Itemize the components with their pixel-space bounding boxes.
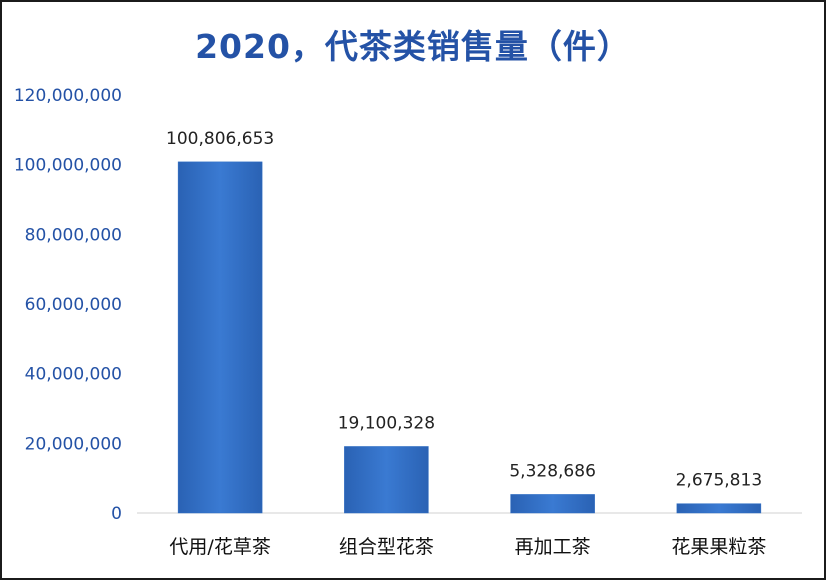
y-tick-label: 100,000,000 [14,156,122,176]
y-tick-label: 40,000,000 [25,365,122,385]
bar [510,494,595,514]
y-tick-label: 0 [111,504,122,524]
y-tick-label: 20,000,000 [25,434,122,454]
bar [177,161,263,514]
data-label: 100,806,653 [166,129,274,149]
chart-title: 2020，代茶类销售量（件） [195,27,631,66]
x-tick-label: 组合型花茶 [339,536,434,558]
bar [344,446,429,514]
x-tick-label: 花果果粒茶 [671,536,766,558]
data-label: 5,328,686 [509,461,596,481]
data-label: 19,100,328 [338,413,435,433]
data-label: 2,675,813 [676,471,763,491]
x-tick-label: 再加工茶 [515,536,591,558]
y-tick-label: 120,000,000 [14,86,122,106]
y-tick-label: 80,000,000 [25,225,122,245]
x-tick-label: 代用/花草茶 [169,536,270,558]
y-tick-label: 60,000,000 [25,295,122,315]
bar [676,503,762,514]
